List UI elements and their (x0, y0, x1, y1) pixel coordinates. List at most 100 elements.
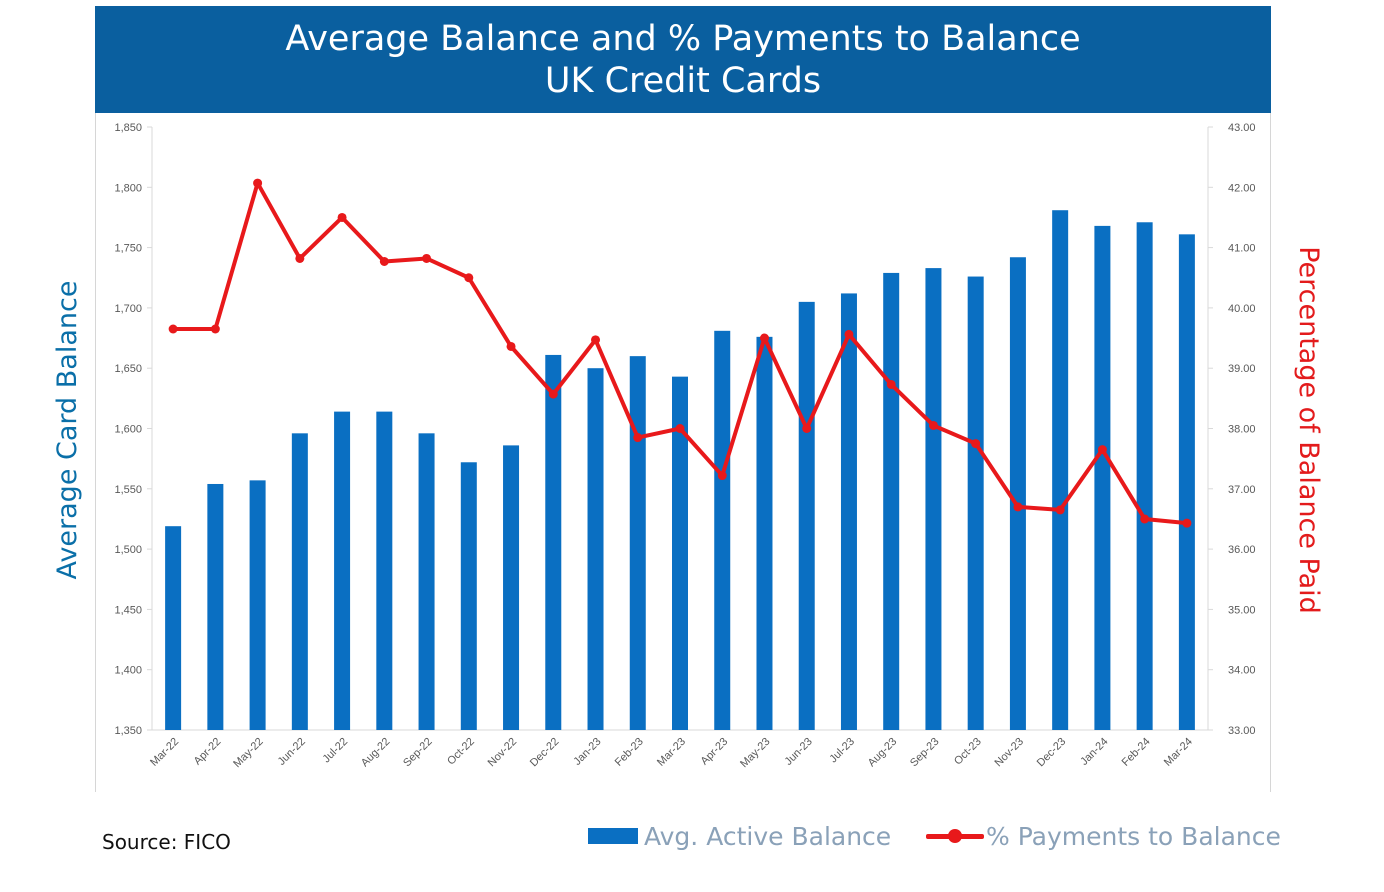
source-note: Source: FICO (102, 830, 231, 854)
y-axis-title-right: Percentage of Balance Paid (1293, 246, 1324, 614)
bar (207, 483, 224, 730)
y-axis-title-left: Average Card Balance (52, 281, 83, 580)
y-tick-label-left: 1,400 (114, 665, 142, 677)
x-tick-label: Nov-22 (486, 736, 520, 770)
x-tick-label: May-22 (231, 736, 265, 770)
line-point (1013, 502, 1023, 512)
chart-title-line1: Average Balance and % Payments to Balanc… (285, 18, 1081, 59)
legend-line-swatch (926, 828, 984, 844)
y-tick-label-right: 41.00 (1228, 243, 1256, 255)
x-tick-label: Dec-22 (528, 736, 562, 770)
line-point (1097, 445, 1107, 455)
y-tick-label-left: 1,500 (114, 544, 142, 556)
line-point (928, 420, 938, 430)
line-point (717, 471, 727, 481)
bar (503, 445, 520, 730)
bar (291, 433, 308, 730)
bar (1094, 225, 1111, 730)
line-point (1140, 514, 1150, 524)
x-tick-label: Apr-22 (192, 736, 224, 768)
legend-item-bars: Avg. Active Balance (588, 818, 891, 854)
chart-title-line2: UK Credit Cards (544, 60, 822, 101)
line-point (168, 324, 178, 334)
x-tick-label: Mar-23 (655, 736, 688, 769)
y-tick-label-right: 38.00 (1228, 424, 1256, 436)
y-tick-label-right: 33.00 (1228, 725, 1256, 737)
line-point (210, 324, 220, 334)
bar (1009, 257, 1026, 730)
bar (1178, 234, 1195, 731)
legend-label-bars: Avg. Active Balance (644, 821, 892, 851)
y-tick-label-left: 1,550 (114, 484, 142, 496)
line-point (1182, 518, 1192, 528)
line-point (633, 433, 643, 443)
bar (249, 480, 266, 730)
y-tick-label-right: 34.00 (1228, 665, 1256, 677)
x-tick-label: Apr-23 (699, 736, 731, 768)
bar (418, 433, 435, 730)
line-point (337, 212, 347, 222)
x-tick-label: Oct-22 (445, 736, 477, 768)
y-tick-label-right: 39.00 (1228, 363, 1256, 375)
bar (967, 276, 984, 730)
x-tick-label: Feb-23 (613, 736, 646, 769)
bar (798, 301, 815, 730)
x-tick-label: Aug-23 (866, 736, 900, 770)
line-point (253, 178, 263, 188)
line-point (379, 256, 389, 266)
legend-item-line: % Payments to Balance (926, 818, 1281, 854)
y-tick-label-left: 1,750 (114, 243, 142, 255)
x-tick-label: Mar-22 (148, 736, 181, 769)
x-tick-label: Sep-22 (401, 736, 435, 770)
y-tick-label-left: 1,800 (114, 182, 142, 194)
bar (587, 368, 604, 730)
y-tick-label-right: 35.00 (1228, 604, 1256, 616)
bar (925, 268, 942, 730)
x-tick-label: Oct-23 (952, 736, 984, 768)
y-tick-label-left: 1,450 (114, 604, 142, 616)
x-tick-label: Jan-24 (1078, 736, 1110, 768)
line-point (464, 273, 474, 283)
line-point (506, 341, 516, 351)
chart-frame (95, 6, 1271, 792)
y-tick-label-left: 1,700 (114, 303, 142, 315)
line-point (759, 333, 769, 343)
y-tick-label-left: 1,350 (114, 725, 142, 737)
x-tick-label: Aug-22 (359, 736, 393, 770)
line-point (1055, 505, 1065, 515)
x-tick-label: Jun-23 (783, 736, 815, 768)
bar (672, 376, 688, 730)
x-tick-label: Jul-22 (321, 736, 351, 766)
bar (460, 462, 477, 730)
line-point (886, 379, 896, 389)
line-point (591, 335, 601, 345)
line-point (844, 329, 854, 339)
x-tick-label: Jul-23 (827, 736, 857, 766)
y-tick-label-right: 37.00 (1228, 484, 1256, 496)
x-tick-label: Sep-23 (908, 736, 942, 770)
line-point (675, 424, 685, 433)
chart-title-banner: Average Balance and % Payments to Balanc… (95, 6, 1271, 113)
bar (545, 354, 562, 730)
y-tick-label-right: 42.00 (1228, 182, 1256, 194)
line-point (548, 389, 558, 399)
x-tick-label: Dec-23 (1035, 736, 1069, 770)
x-tick-label: Jun-22 (276, 736, 308, 768)
bar (714, 330, 731, 730)
bar (629, 356, 646, 730)
line-point (971, 439, 981, 449)
bar (883, 272, 900, 730)
y-tick-label-right: 43.00 (1228, 122, 1256, 134)
line-point (295, 253, 305, 263)
x-tick-label: May-23 (738, 736, 772, 770)
y-tick-label-right: 36.00 (1228, 544, 1256, 556)
line-point (802, 424, 812, 433)
y-tick-label-left: 1,650 (114, 363, 142, 375)
x-tick-label: Nov-23 (992, 736, 1026, 770)
y-tick-label-left: 1,600 (114, 424, 142, 436)
bar (756, 336, 773, 730)
bar (1136, 222, 1153, 731)
legend-bar-swatch (588, 828, 638, 844)
bar (334, 411, 351, 730)
